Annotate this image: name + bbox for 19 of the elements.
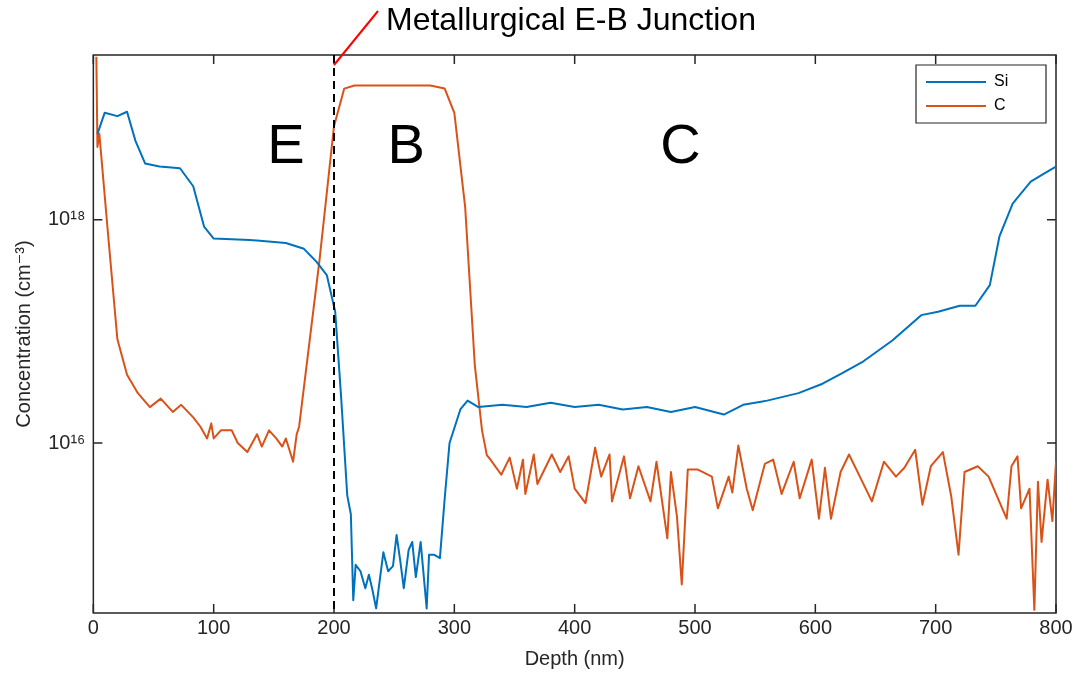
- legend-label: C: [994, 96, 1006, 114]
- annotation: E: [267, 111, 305, 175]
- x-tick-label: 300: [437, 615, 472, 638]
- x-tick-label: 700: [918, 615, 953, 638]
- y-tick-label: 10¹⁸: [48, 207, 86, 230]
- ref-line-label: Metallurgical E-B Junction: [386, 0, 756, 37]
- x-tick-label: 200: [317, 615, 351, 638]
- x-tick-label: 400: [557, 615, 592, 638]
- x-tick-label: 0: [87, 615, 99, 638]
- x-axis-title: Depth (nm): [524, 646, 625, 669]
- y-tick-label: 10¹⁶: [48, 430, 86, 453]
- annotation: C: [660, 111, 701, 175]
- annotation: B: [387, 111, 425, 175]
- x-tick-label: 100: [196, 615, 231, 638]
- x-tick-label: 800: [1039, 615, 1073, 638]
- x-tick-label: 500: [678, 615, 712, 638]
- x-tick-label: 600: [798, 615, 833, 638]
- y-axis-title: Concentration (cm⁻³): [11, 240, 34, 428]
- legend-label: Si: [994, 72, 1009, 90]
